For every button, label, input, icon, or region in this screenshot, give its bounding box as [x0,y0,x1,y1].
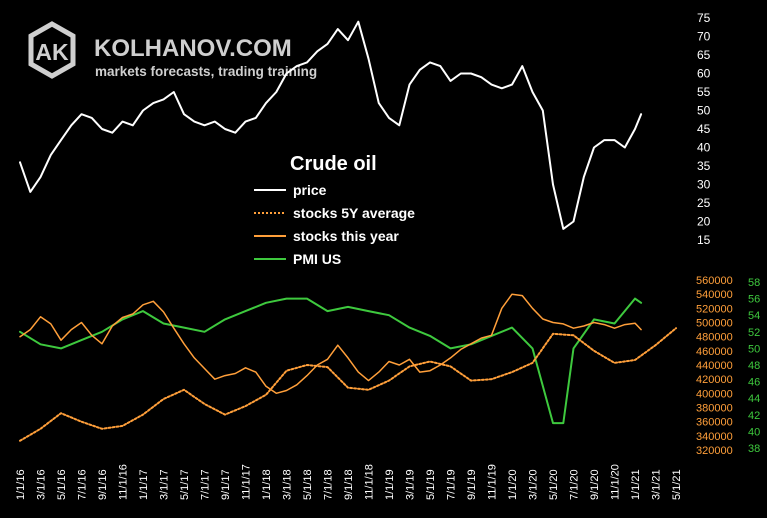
price-axis-tick: 30 [697,178,711,192]
price-axis-tick: 25 [697,196,711,210]
x-axis-tick: 3/1/20 [528,469,540,500]
x-axis-tick: 9/1/17 [220,469,232,500]
x-axis-tick: 11/1/18 [364,464,376,500]
x-axis-tick: 1/1/19 [384,469,396,500]
x-axis-tick: 7/1/19 [446,469,458,500]
series-line-price [19,20,643,230]
price-axis-tick: 15 [697,233,711,247]
stocks-axis-tick: 560000 [696,275,733,287]
x-axis-tick: 1/1/17 [138,469,150,500]
pmi-axis-tick: 54 [748,310,760,322]
series-line-stocks-this-year [19,293,642,395]
x-axis-tick: 9/1/16 [97,469,109,500]
series-line-pmi [19,297,643,425]
stocks-axis-tick: 520000 [696,303,733,315]
x-axis-tick: 11/1/16 [118,464,130,500]
price-axis-tick: 45 [697,122,711,136]
x-axis-tick: 11/1/17 [241,464,253,500]
x-axis-tick: 7/1/18 [323,469,335,500]
price-axis-tick: 60 [697,67,711,81]
x-axis-tick: 5/1/20 [548,469,560,500]
legend: Crude oil price stocks 5Y average stocks… [254,153,415,267]
price-axis-tick: 50 [697,104,711,118]
x-axis-tick: 9/1/18 [343,469,355,500]
pmi-axis-tick: 52 [748,327,760,339]
x-axis-tick: 3/1/18 [282,469,294,500]
price-axis-tick: 65 [697,48,711,62]
stocks-axis-tick: 340000 [696,431,733,443]
legend-label-pmi: PMI US [293,251,341,267]
logo-hexagon [28,21,76,79]
stocks-axis-tick: 420000 [696,374,733,386]
pmi-axis-tick: 48 [748,360,760,372]
stocks-axis-tick: 500000 [696,318,733,330]
stocks-axis-tick: 320000 [696,445,733,457]
logo-letters: AK [35,39,69,65]
pmi-axis-tick: 38 [748,443,760,455]
price-axis-tick: 40 [697,141,711,155]
pmi-axis-tick: 42 [748,410,760,422]
stocks-axis-tick: 440000 [696,360,733,372]
stocks-axis-tick: 460000 [696,346,733,358]
stocks-axis-tick: 380000 [696,403,733,415]
series-line-stocks-5y [19,327,677,442]
x-axis-tick: 9/1/20 [589,469,601,500]
stocks-axis-tick: 480000 [696,332,733,344]
x-axis-tick: 7/1/17 [200,469,212,500]
x-axis-tick: 1/1/21 [630,469,642,500]
x-axis-tick: 5/1/21 [671,469,683,500]
stocks-axis-tick: 540000 [696,289,733,301]
x-axis-tick: 7/1/16 [77,469,89,500]
legend-label-price: price [293,182,327,198]
x-axis-tick: 3/1/17 [159,469,171,500]
x-axis-tick: 1/1/20 [507,469,519,500]
x-axis-tick: 3/1/21 [651,469,663,500]
pmi-axis-tick: 40 [748,426,760,438]
x-axis-tick: 1/1/18 [261,469,273,500]
pmi-axis-tick: 58 [748,277,760,289]
stocks-axis-tick: 400000 [696,388,733,400]
legend-label-stocks-5y: stocks 5Y average [293,205,415,221]
x-axis-tick: 11/1/19 [487,464,499,500]
x-axis-tick: 5/1/17 [179,469,191,500]
x-axis-tick: 5/1/16 [56,469,68,500]
x-axis-tick: 5/1/18 [302,469,314,500]
logo: AK [28,21,76,79]
price-axis-tick: 35 [697,159,711,173]
pmi-axis-tick: 44 [748,393,760,405]
x-axis-tick: 3/1/16 [36,469,48,500]
legend-label-stocks-this-year: stocks this year [293,228,399,244]
x-axis-tick: 5/1/19 [425,469,437,500]
stocks-axis-tick: 360000 [696,417,733,429]
x-axis-tick: 7/1/20 [569,469,581,500]
x-axis-tick: 11/1/20 [610,464,622,500]
price-axis-tick: 70 [697,30,711,44]
chart-title: Crude oil [290,153,377,175]
price-axis-tick: 75 [697,11,711,25]
price-axis-tick: 20 [697,215,711,229]
price-axis-tick: 55 [697,85,711,99]
x-axis-tick: 1/1/16 [15,469,27,500]
x-axis-tick: 3/1/19 [405,469,417,500]
pmi-axis-tick: 46 [748,377,760,389]
brand-tagline: markets forecasts, trading training [95,64,317,79]
pmi-axis-tick: 50 [748,343,760,355]
brand-name: KOLHANOV.COM [94,35,292,62]
x-axis-tick: 9/1/19 [466,469,478,500]
pmi-axis-tick: 56 [748,294,760,306]
